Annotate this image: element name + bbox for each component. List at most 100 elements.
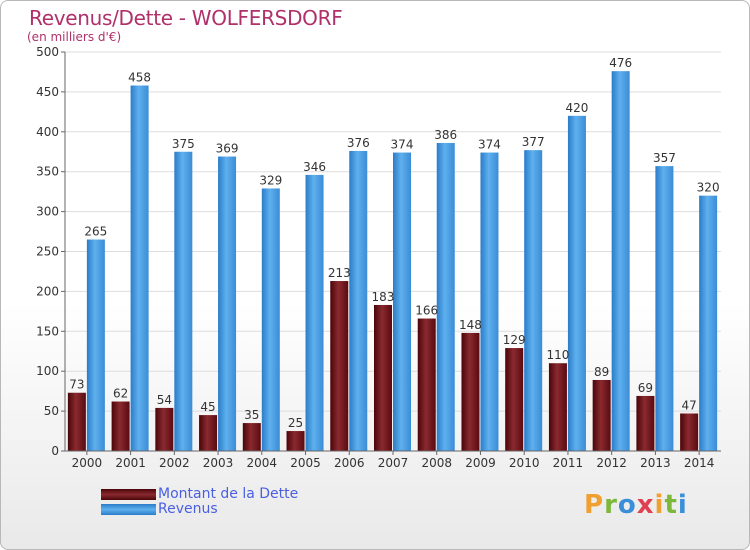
y-tick-label: 400 — [36, 125, 59, 139]
x-tick-label: 2000 — [72, 456, 103, 470]
bar-revenus-label: 329 — [259, 173, 282, 187]
bar-dette — [417, 318, 436, 451]
bar-dette — [242, 423, 261, 451]
bar-revenus — [305, 174, 324, 451]
bar-revenus — [699, 195, 718, 451]
y-tick-label: 200 — [36, 284, 59, 298]
bar-dette-label: 110 — [546, 348, 569, 362]
bar-dette-label: 166 — [415, 304, 438, 318]
y-tick-label: 150 — [36, 324, 59, 338]
bar-revenus — [655, 166, 674, 451]
bar-dette-label: 47 — [681, 398, 696, 412]
chart-title: Revenus/Dette - WOLFERSDORF — [29, 6, 343, 30]
bar-dette — [286, 431, 305, 451]
bar-dette — [155, 407, 174, 451]
bar-revenus — [524, 150, 543, 452]
bar-revenus-label: 320 — [697, 181, 720, 195]
bar-revenus-label: 420 — [565, 101, 588, 115]
legend-item-revenus: Revenus — [101, 502, 298, 517]
bar-dette — [548, 363, 567, 451]
y-tick-label: 300 — [36, 205, 59, 219]
y-tick-label: 350 — [36, 165, 59, 179]
x-tick-label: 2008 — [421, 456, 452, 470]
bar-revenus-label: 265 — [84, 225, 107, 239]
bar-revenus-label: 476 — [609, 56, 632, 70]
logo-letter: P — [584, 490, 605, 520]
bar-dette-label: 35 — [244, 408, 259, 422]
value-labels: 73 265 62 458 54 375 45 369 35 329 25 346 213 376 183 3… — [69, 56, 719, 430]
bar-revenus — [436, 142, 455, 452]
y-tick-label: 250 — [36, 245, 59, 259]
bar-revenus-label: 369 — [216, 142, 239, 156]
axes: 0 50 100 150 200 250 300 350 400 450 500 2000 2001 20… — [36, 45, 721, 470]
bar-revenus-label: 386 — [434, 128, 457, 142]
bar-dette — [680, 413, 699, 451]
chart-subtitle: (en milliers d'€) — [27, 30, 122, 44]
logo-letter: i — [677, 490, 688, 520]
bar-dette-label: 89 — [594, 365, 609, 379]
x-tick-label: 2007 — [378, 456, 409, 470]
x-tick-label: 2002 — [159, 456, 190, 470]
bar-revenus — [393, 152, 411, 451]
bar-dette-label: 45 — [200, 400, 215, 414]
bar-dette-label: 73 — [69, 378, 84, 392]
legend-label-revenus: Revenus — [158, 501, 218, 517]
bar-dette — [636, 395, 655, 451]
y-tick-label: 50 — [44, 404, 59, 418]
x-tick-label: 2004 — [247, 456, 278, 470]
bar-revenus — [130, 85, 149, 452]
bar-revenus-label: 357 — [653, 151, 676, 165]
bar-revenus — [261, 188, 280, 451]
bar-revenus-label: 375 — [172, 137, 195, 151]
bar-dette-label: 129 — [503, 333, 526, 347]
logo-letter: x — [636, 490, 655, 520]
bar-dette — [461, 332, 480, 451]
bar-revenus — [567, 115, 586, 451]
bar-dette — [199, 415, 218, 451]
proxiti-logo: Proxiti — [584, 490, 688, 520]
bar-dette — [330, 281, 349, 451]
bars — [67, 71, 718, 452]
bar-revenus-label: 346 — [303, 160, 326, 174]
bar-revenus — [480, 152, 499, 451]
bar-revenus — [218, 156, 237, 451]
logo-letter: r — [604, 490, 618, 520]
y-tick-label: 100 — [36, 364, 59, 378]
x-tick-label: 2010 — [509, 456, 540, 470]
y-tick-label: 500 — [36, 45, 59, 59]
y-tick-label: 0 — [51, 444, 59, 458]
bar-revenus-label: 374 — [391, 138, 414, 152]
x-tick-label: 2011 — [553, 456, 584, 470]
bar-revenus — [174, 151, 193, 451]
bar-revenus — [86, 239, 105, 451]
bar-dette — [505, 348, 524, 451]
bar-dette — [67, 392, 86, 451]
x-tick-label: 2001 — [115, 456, 146, 470]
bar-revenus — [611, 71, 630, 451]
bar-revenus — [349, 150, 368, 451]
bar-dette-label: 183 — [372, 290, 395, 304]
legend-swatch-dette — [101, 489, 156, 500]
legend: Montant de la Dette Revenus — [101, 487, 298, 517]
x-tick-label: 2014 — [684, 456, 715, 470]
legend-swatch-revenus — [101, 504, 156, 515]
bar-dette-label: 25 — [288, 416, 303, 430]
bar-dette-label: 69 — [638, 381, 653, 395]
logo-letter: i — [654, 490, 665, 520]
x-tick-label: 2009 — [465, 456, 496, 470]
x-tick-label: 2012 — [596, 456, 627, 470]
bar-revenus-label: 374 — [478, 138, 501, 152]
bar-dette — [374, 304, 392, 451]
x-tick-label: 2006 — [334, 456, 365, 470]
x-tick-label: 2005 — [290, 456, 321, 470]
logo-letter: o — [617, 490, 637, 520]
bar-revenus-label: 377 — [522, 135, 545, 149]
bar-dette — [592, 379, 611, 451]
bar-revenus-label: 458 — [128, 71, 151, 85]
bar-dette-label: 62 — [113, 387, 128, 401]
bar-revenus-label: 376 — [347, 136, 370, 150]
bar-dette — [111, 401, 130, 451]
x-tick-label: 2003 — [203, 456, 234, 470]
